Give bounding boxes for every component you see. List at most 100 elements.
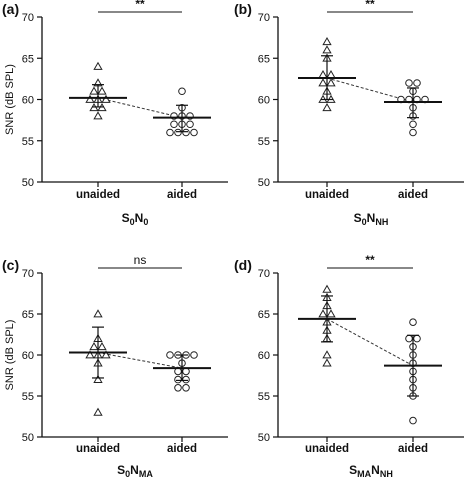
data-point-triangle [326, 78, 336, 87]
data-point-circle [405, 79, 413, 87]
panel-letter: (b) [234, 1, 252, 17]
significance-label: ** [365, 253, 375, 267]
y-tick-label: 65 [22, 53, 34, 65]
data-point-circle [186, 120, 194, 129]
data-point-circle [409, 318, 417, 327]
data-point-circle [405, 334, 413, 343]
x-category-label: aided [398, 189, 428, 201]
mean-connector [97, 352, 183, 369]
data-point-circle [182, 375, 190, 384]
data-point-circle [409, 120, 417, 129]
significance-label: ns [134, 253, 147, 267]
x-axis-label-letter: N [135, 211, 144, 225]
y-tick-label: 55 [258, 136, 270, 148]
x-category-label: aided [167, 443, 197, 455]
x-axis-label-base: S [354, 211, 362, 225]
x-axis-label-base: S [349, 463, 357, 477]
significance-label: ** [365, 0, 375, 11]
data-point-triangle [318, 309, 328, 318]
data-point-triangle [93, 309, 103, 318]
panel-letter: (d) [234, 257, 252, 273]
data-point-triangle [318, 78, 328, 87]
data-point-triangle [89, 86, 99, 95]
panel-3: (d) 50 55 60 65 70 unaided aided SMANNH ** [234, 253, 464, 479]
data-point-triangle [97, 86, 107, 95]
data-point-circle [413, 79, 421, 87]
x-axis-label: SMANNH [349, 463, 393, 479]
x-category-label: unaided [76, 443, 120, 455]
x-axis-label-subscript: 0 [362, 217, 367, 227]
x-axis-label-base: S [117, 463, 125, 477]
x-axis-label-base: S [122, 211, 130, 225]
data-point-triangle [93, 407, 103, 416]
y-tick-label: 65 [22, 309, 34, 321]
mean-connector [97, 97, 183, 119]
panel-letter: (c) [2, 257, 19, 273]
data-point-triangle [326, 309, 336, 318]
panel-2: (c) 50 55 60 65 70 SNR (dB SPL) unaided aided S0N… [2, 253, 228, 479]
x-category-label: aided [398, 443, 428, 455]
x-category-label: unaided [305, 189, 349, 201]
y-tick-label: 50 [258, 177, 270, 189]
y-tick-label: 50 [258, 432, 270, 444]
data-point-triangle [322, 358, 332, 367]
data-point-triangle [318, 69, 328, 79]
x-axis-label-subscript: NH [375, 217, 388, 227]
y-tick-label: 55 [258, 391, 270, 403]
y-axis-label: SNR (dB SPL) [4, 64, 16, 135]
data-point-triangle [93, 111, 103, 120]
data-point-circle [409, 416, 417, 425]
data-point-triangle [97, 341, 107, 351]
y-tick-label: 70 [258, 268, 270, 280]
x-axis-label-subscript: MA [139, 469, 153, 479]
x-axis-label-subscript: 0 [125, 469, 130, 479]
x-axis-label-subscript: NH [380, 469, 393, 479]
x-axis-label-letter: N [371, 463, 380, 477]
data-point-triangle [93, 61, 103, 70]
data-point-circle [190, 128, 198, 137]
x-axis-label: S0N0 [122, 211, 149, 227]
data-point-triangle [322, 350, 332, 359]
panel-letter: (a) [2, 1, 19, 17]
y-tick-label: 65 [258, 53, 270, 65]
data-point-triangle [85, 94, 95, 103]
y-tick-label: 50 [22, 177, 34, 189]
data-point-circle [409, 128, 417, 137]
y-tick-label: 70 [22, 12, 34, 24]
data-point-triangle [101, 94, 111, 103]
x-category-label: unaided [305, 443, 349, 455]
x-axis-label-letter: N [130, 463, 139, 477]
x-axis-label-subscript: 0 [130, 217, 135, 227]
y-tick-label: 60 [22, 350, 34, 362]
x-axis-label-subscript: 0 [143, 217, 148, 227]
x-axis-label: S0NNH [354, 211, 389, 227]
data-point-triangle [93, 374, 103, 383]
mean-connector [326, 318, 414, 367]
data-point-triangle [322, 45, 332, 54]
x-axis-label: S0NMA [117, 463, 153, 479]
significance-label: ** [135, 0, 145, 11]
data-point-circle [174, 128, 182, 137]
x-category-label: unaided [76, 189, 120, 201]
x-category-label: aided [167, 189, 197, 201]
data-point-circle [182, 128, 190, 137]
data-point-triangle [101, 350, 111, 359]
data-point-triangle [322, 284, 332, 293]
data-point-triangle [322, 102, 332, 112]
data-point-circle [190, 351, 198, 359]
data-point-triangle [85, 350, 95, 359]
x-axis-label-subscript: MA [357, 469, 371, 479]
data-point-circle [174, 375, 182, 384]
y-tick-label: 50 [22, 432, 34, 444]
data-point-circle [174, 384, 182, 392]
data-point-triangle [326, 69, 336, 79]
data-point-circle [166, 128, 174, 137]
y-axis-label: SNR (dB SPL) [4, 320, 16, 391]
x-axis-label-letter: N [367, 211, 376, 225]
y-tick-label: 70 [22, 268, 34, 280]
y-tick-label: 55 [22, 391, 34, 403]
data-point-triangle [322, 36, 332, 46]
y-tick-label: 60 [22, 95, 34, 107]
